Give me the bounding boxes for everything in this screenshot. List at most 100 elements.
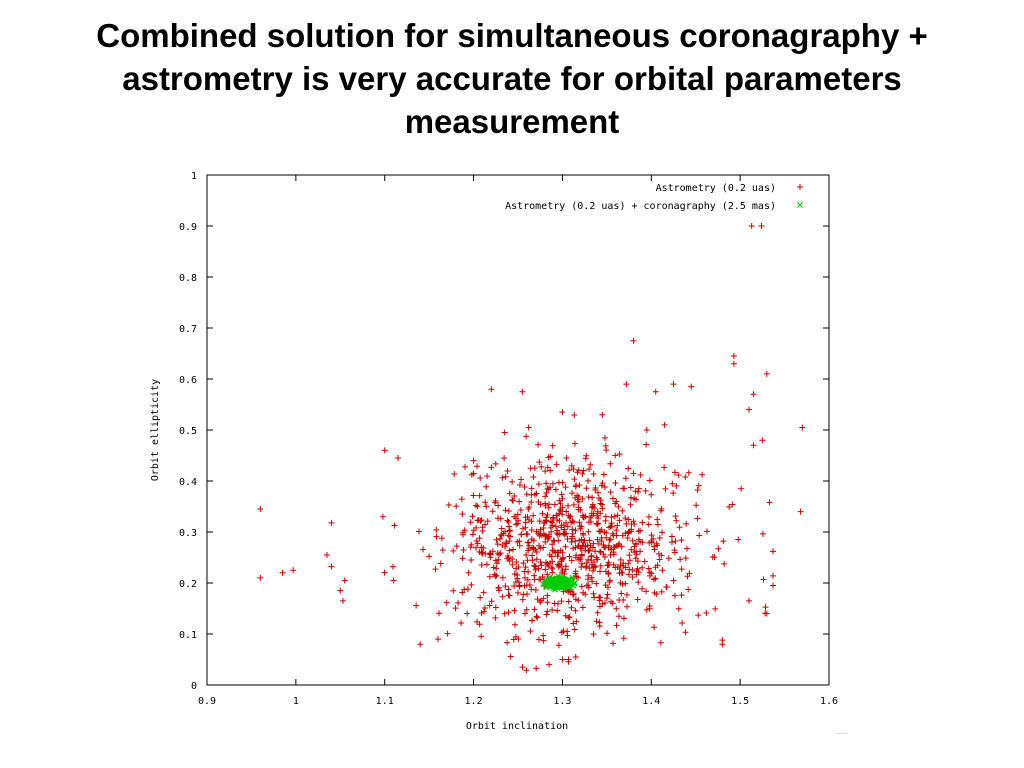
data-point [492, 614, 499, 621]
y-tick-label: 0.4 [179, 477, 197, 488]
data-point [582, 513, 589, 520]
data-point [505, 586, 512, 593]
legend-marker [797, 184, 803, 190]
data-point [469, 531, 476, 538]
data-point [523, 530, 530, 537]
data-point [595, 515, 602, 522]
data-point [549, 565, 556, 572]
data-point [605, 559, 612, 566]
data-point [571, 412, 578, 419]
data-point [514, 511, 521, 518]
data-point [695, 482, 702, 489]
data-point [597, 500, 604, 507]
data-point [417, 641, 424, 648]
data-point [518, 476, 525, 483]
data-point [613, 532, 620, 539]
data-point [540, 544, 547, 551]
data-point [444, 630, 451, 637]
data-point [625, 465, 632, 472]
data-point [514, 589, 521, 596]
data-point [568, 604, 575, 611]
data-point [509, 497, 516, 504]
data-point [599, 480, 606, 487]
data-point [656, 535, 663, 542]
data-point [506, 527, 513, 534]
data-point [337, 587, 344, 594]
data-point [552, 549, 559, 556]
data-point [607, 577, 613, 584]
data-point [486, 573, 493, 580]
data-point [477, 474, 484, 481]
data-point [597, 510, 604, 517]
data-point [682, 473, 689, 480]
data-point [536, 518, 543, 525]
data-point [518, 531, 525, 538]
data-point [609, 530, 616, 537]
data-point [555, 537, 562, 544]
data-point [661, 421, 668, 428]
data-point [579, 604, 586, 611]
data-point [544, 511, 551, 518]
data-point [610, 561, 617, 568]
x-axis-label: Orbit inclination [466, 721, 568, 732]
data-point [770, 582, 777, 589]
data-point [646, 477, 653, 484]
data-point [595, 520, 602, 527]
data-point [685, 586, 692, 593]
data-point [629, 537, 636, 544]
data-point [528, 586, 535, 593]
data-point [675, 605, 682, 612]
data-point [607, 489, 614, 496]
data-point [678, 592, 685, 599]
data-point [738, 485, 745, 492]
data-point [453, 503, 460, 510]
data-point [521, 484, 528, 491]
data-point [476, 548, 483, 555]
legend-marker [797, 202, 803, 208]
data-point [497, 515, 504, 522]
data-point [623, 520, 630, 527]
data-point [635, 528, 642, 535]
data-point [565, 656, 572, 663]
data-point [620, 635, 627, 642]
data-point [586, 537, 593, 544]
data-point [534, 596, 541, 603]
y-tick-label: 0.2 [179, 579, 197, 590]
data-point [475, 517, 482, 524]
data-point [528, 518, 535, 525]
data-point [721, 560, 728, 567]
data-point [570, 501, 577, 508]
data-point [608, 513, 615, 520]
data-point [513, 521, 520, 528]
data-point [544, 485, 551, 492]
data-point [554, 527, 561, 534]
data-point [560, 580, 567, 587]
data-point [556, 497, 563, 504]
data-point [641, 558, 648, 565]
data-point [279, 569, 286, 576]
data-point [766, 499, 773, 506]
data-point [523, 491, 530, 498]
data-point [547, 467, 554, 474]
slide-title-line-1: Combined solution for simultaneous coron… [96, 17, 928, 54]
data-point [459, 511, 466, 518]
data-point [618, 543, 625, 550]
data-point [546, 551, 553, 558]
data-point [578, 583, 585, 590]
data-point [551, 501, 558, 508]
data-point [328, 563, 335, 570]
data-point [529, 617, 536, 624]
data-point [645, 521, 652, 528]
data-point [648, 491, 655, 498]
x-tick-label: 1.1 [376, 696, 394, 707]
data-point [568, 539, 575, 546]
data-point [501, 429, 508, 436]
data-point [495, 502, 502, 509]
data-point [559, 504, 566, 511]
data-point [606, 536, 613, 543]
data-point [479, 549, 486, 556]
data-point [450, 547, 457, 554]
y-tick-label: 0.8 [179, 273, 197, 284]
data-point [603, 595, 610, 602]
data-point [549, 442, 556, 449]
